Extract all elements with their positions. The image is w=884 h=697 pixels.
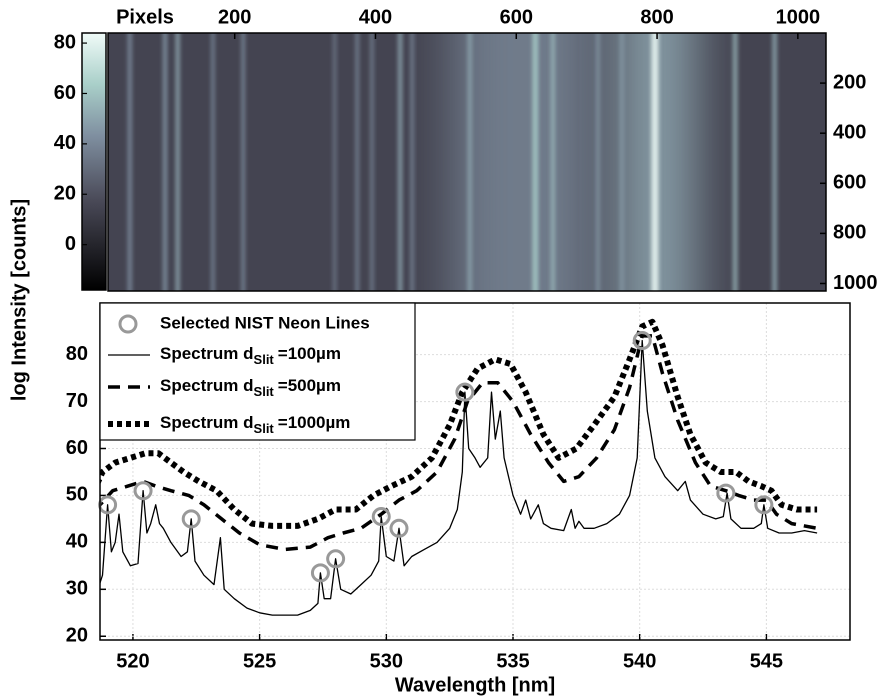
spectrum-line (100, 318, 818, 529)
y-tick-label: 200 (833, 71, 866, 93)
legend-text: Spectrum d (160, 344, 254, 363)
spectral-band (772, 33, 777, 291)
nist-line-marker (133, 481, 153, 501)
plot-frame (99, 302, 851, 641)
legend-text: =1000µm (278, 413, 351, 432)
spectrum-line (100, 339, 818, 616)
x-tick-label: 800 (640, 6, 673, 28)
spectral-band (162, 33, 168, 291)
x-tick-label: 1000 (776, 6, 821, 28)
colorbar (81, 32, 107, 291)
y-tick-label: 20 (66, 625, 88, 647)
legend-label: Spectrum dSlit =1000µm (160, 413, 350, 436)
y-tick-label: 800 (833, 222, 866, 244)
x-tick-label: 545 (750, 650, 783, 672)
spectral-band (370, 33, 374, 291)
spectral-band (410, 33, 414, 291)
nist-line-marker (455, 382, 475, 402)
colorbar-tick-label: 40 (54, 132, 76, 154)
legend-box (99, 302, 416, 441)
spectral-band (241, 33, 245, 291)
y-tick-label: 40 (66, 531, 88, 553)
spectral-band (620, 33, 624, 291)
y-tick-label: 600 (833, 172, 866, 194)
x-tick-label: 400 (359, 6, 392, 28)
y-tick-label: 30 (66, 578, 88, 600)
legend-subscript: Slit (254, 352, 275, 367)
legend-subscript: Slit (254, 421, 275, 436)
nist-line-marker (632, 331, 652, 351)
legend-text: =500µm (278, 376, 341, 395)
spectral-band (211, 33, 215, 291)
nist-line-marker (716, 483, 736, 503)
legend-label: Spectrum dSlit =500µm (160, 376, 341, 399)
x-tick-label: 535 (496, 650, 529, 672)
x-tick-label: 600 (500, 6, 533, 28)
colorbar-tick-label: 80 (54, 31, 76, 53)
legend-text: Spectrum d (160, 413, 254, 432)
nist-line-marker (371, 507, 391, 527)
colorbar-tick-label: 20 (54, 183, 76, 205)
x-tick-label: 530 (370, 650, 403, 672)
y-axis-label: log Intensity [counts] (8, 199, 30, 401)
y-tick-label: 1000 (833, 272, 878, 294)
spectral-band (550, 33, 555, 291)
x-tick-label: 540 (623, 650, 656, 672)
spectral-band (733, 33, 738, 291)
y-tick-label: 60 (66, 437, 88, 459)
spectral-band (651, 33, 659, 291)
spectral-band (452, 33, 594, 291)
legend-text: Spectrum d (160, 376, 254, 395)
legend-label: Selected NIST Neon Lines (160, 313, 370, 332)
legend-text: =100µm (278, 344, 341, 363)
y-tick-label: 400 (833, 121, 866, 143)
legend-subscript: Slit (254, 384, 275, 399)
nist-line-marker (754, 495, 774, 515)
plot (100, 318, 818, 616)
image (108, 33, 826, 291)
x-tick-label: 200 (218, 6, 251, 28)
nist-line-marker (181, 509, 201, 529)
image-frame (107, 32, 827, 292)
nist-line-marker (326, 549, 346, 569)
spectral-band (398, 33, 403, 291)
spectral-band (332, 33, 337, 291)
legend-marker (118, 314, 138, 334)
x-axis-label: Pixels (116, 6, 174, 28)
y-tick-label: 80 (66, 343, 88, 365)
x-axis-label: Wavelength [nm] (395, 674, 555, 696)
spectral-band (127, 33, 132, 291)
y-tick-label: 70 (66, 390, 88, 412)
y-tick-label: 50 (66, 484, 88, 506)
spectral-band (175, 33, 180, 291)
colorbar-tick-label: 0 (65, 233, 76, 255)
legend-label: Spectrum dSlit =100µm (160, 344, 341, 367)
spectral-band (596, 33, 600, 291)
nist-line-marker (310, 563, 330, 583)
spectral-band (355, 33, 359, 291)
nist-line-marker (389, 518, 409, 538)
spectral-band (467, 33, 472, 291)
colorbar-tick-label: 60 (54, 82, 76, 104)
spectrum-line (100, 334, 818, 552)
x-tick-label: 520 (116, 650, 149, 672)
spectral-band (532, 33, 539, 291)
x-tick-label: 525 (243, 650, 276, 672)
